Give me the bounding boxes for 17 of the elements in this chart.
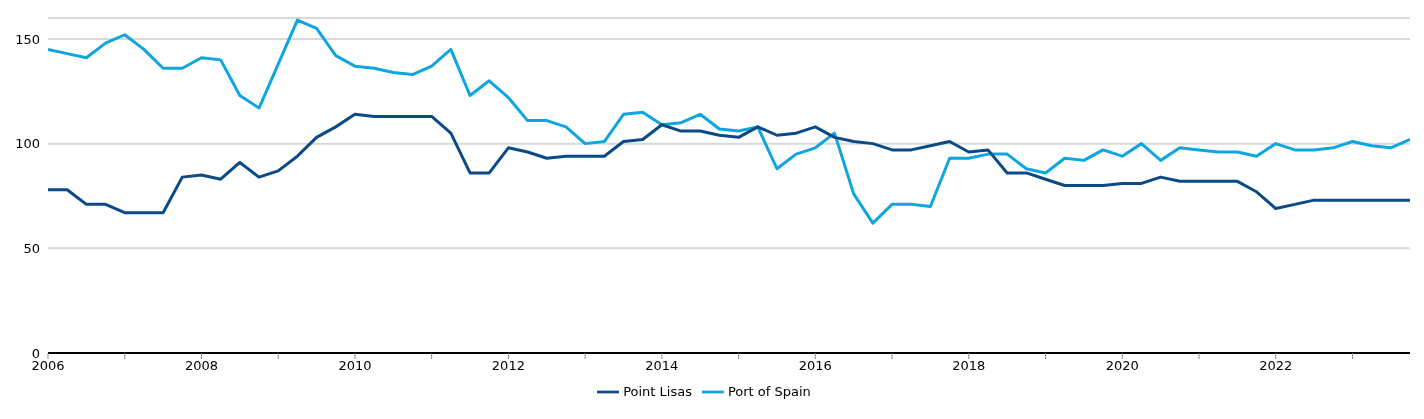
x-tick-label: 2016 <box>798 358 832 374</box>
x-tick-label: 2018 <box>952 358 986 374</box>
x-tick-label: 2020 <box>1105 358 1139 374</box>
y-tick-label: 50 <box>23 240 40 256</box>
line-series <box>48 18 1410 225</box>
legend-label: Point Lisas <box>623 383 692 399</box>
x-tick-label: 2012 <box>491 358 525 374</box>
y-tick-label: 0 <box>31 345 40 361</box>
x-tick-label: 2008 <box>184 358 219 374</box>
legend-label: Port of Spain <box>727 383 811 399</box>
y-tick-label: 100 <box>15 136 40 152</box>
x-tick-label: 2014 <box>645 358 679 374</box>
x-tick-label: 2010 <box>338 358 372 374</box>
x-tick-label: 2022 <box>1259 358 1293 374</box>
x-tick-label: 2006 <box>31 358 65 374</box>
y-tick-label: 150 <box>15 31 40 47</box>
line-series <box>48 112 1410 215</box>
